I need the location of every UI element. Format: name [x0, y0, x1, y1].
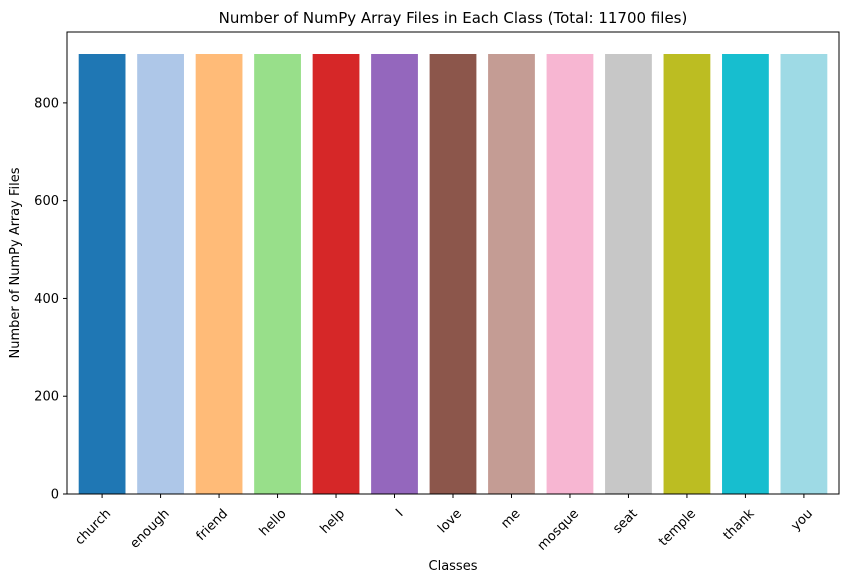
bar-mosque — [546, 54, 594, 494]
x-tick-label-i: I — [393, 506, 406, 519]
bar-hello — [254, 54, 301, 494]
bar-seat — [605, 54, 652, 494]
x-tick-label-seat: seat — [610, 506, 640, 536]
bar-i — [371, 54, 418, 494]
y-tick-label: 800 — [34, 96, 59, 111]
y-tick-label: 600 — [34, 194, 59, 209]
chart-title: Number of NumPy Array Files in Each Clas… — [219, 9, 688, 27]
bar-help — [312, 54, 360, 494]
x-tick-label-mosque: mosque — [535, 506, 582, 553]
bar-thank — [722, 54, 769, 494]
x-tick-label-help: help — [318, 506, 348, 536]
x-tick-label-me: me — [498, 506, 523, 531]
bar-church — [78, 54, 126, 494]
x-tick-label-church: church — [72, 506, 114, 548]
bar-love — [429, 54, 477, 494]
y-tick-label: 400 — [34, 292, 59, 307]
x-tick-label-enough: enough — [127, 506, 172, 551]
x-tick-label-hello: hello — [257, 506, 290, 539]
bar-you — [780, 54, 828, 494]
y-axis-label: Number of NumPy Array Files — [8, 167, 23, 358]
x-tick-label-thank: thank — [721, 506, 758, 543]
x-tick-label-friend: friend — [194, 506, 231, 543]
x-axis-label: Classes — [429, 559, 478, 574]
x-tick-label-love: love — [435, 506, 465, 536]
bar-friend — [195, 54, 243, 494]
bar-enough — [137, 54, 184, 494]
y-axis: 0 200 400 600 800 — [34, 96, 67, 503]
bars-group — [78, 54, 828, 494]
bar-temple — [663, 54, 711, 494]
y-tick-label: 200 — [34, 390, 59, 405]
y-tick-label: 0 — [51, 488, 59, 503]
x-tick-label-you: you — [788, 506, 815, 533]
x-tick-label-temple: temple — [656, 506, 699, 549]
bar-me — [488, 54, 535, 494]
